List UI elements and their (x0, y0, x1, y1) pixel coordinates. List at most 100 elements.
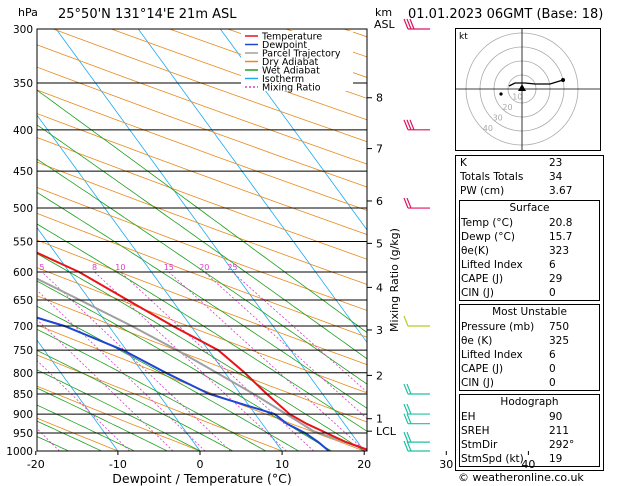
hodograph-title: Hodograph (500, 396, 559, 408)
x-tick-label: -20 (27, 458, 45, 471)
storm-motion-marker (518, 84, 526, 91)
mixing-ratio-line (37, 289, 206, 451)
mixing-ratio-line (41, 271, 231, 451)
dry-adiabat-line (37, 89, 367, 211)
mixing-ratio-line (37, 359, 130, 451)
dry-adiabat-line (37, 354, 283, 451)
wind-barb-feather (406, 413, 412, 424)
mu-cape-label: CAPE (J) (461, 363, 504, 375)
km-tick-label: 4 (376, 281, 383, 294)
eh-value: 90 (549, 411, 563, 423)
hodograph-ring-label: 40 (483, 124, 493, 133)
mu-li-label: Lifted Index (461, 349, 523, 361)
wet-adiabat-line (37, 328, 266, 451)
hodograph-ring-label: 30 (493, 114, 503, 123)
sfc-thetae-value: 323 (549, 245, 570, 257)
wind-barb-feather (406, 403, 412, 415)
mu-cin-label: CIN (J) (461, 377, 494, 389)
wind-barb (403, 413, 430, 425)
mu-li-value: 6 (549, 349, 556, 361)
isotherm-line (37, 339, 119, 451)
hodograph-ring-label: 10 (512, 93, 522, 102)
hodograph-point (499, 92, 503, 96)
dry-adiabat-line (37, 324, 365, 451)
wind-barb (403, 197, 430, 209)
legend-item-label: Isotherm (262, 74, 304, 85)
wet-adiabat-line (37, 387, 168, 451)
surface-title: Surface (509, 202, 550, 214)
tt-row: Totals Totals 34 (456, 170, 603, 184)
sfc-dewp-label: Dewp (°C) (461, 231, 515, 243)
wind-barb-feather (409, 18, 415, 30)
wet-adiabat-line (37, 404, 135, 451)
legend-item-label: Dewpoint (262, 40, 307, 51)
dry-adiabat-line (37, 66, 367, 188)
mu-pres-label: Pressure (mb) (461, 321, 535, 333)
wind-barb-feather (406, 431, 412, 443)
most-unstable-title: Most Unstable (492, 306, 567, 318)
x-axis-label: Dewpoint / Temperature (°C) (112, 471, 291, 486)
mu-thetae-label: θe (K) (461, 335, 493, 347)
wind-barb (403, 403, 430, 415)
km-tick-label: 5 (376, 237, 383, 250)
pressure-tick-label: 700 (13, 321, 33, 333)
sfc-cin-label: CIN (J) (461, 287, 494, 299)
km-tick-label: 2 (376, 369, 383, 382)
hodograph-kt-label: kt (459, 32, 468, 42)
pressure-tick-label: 350 (13, 78, 33, 90)
pressure-tick-label: 400 (13, 125, 33, 137)
pw-label: PW (cm) (460, 185, 505, 197)
wind-barb-feather (403, 197, 409, 209)
sreh-label: SREH (461, 425, 490, 437)
legend-background (241, 31, 353, 91)
wind-barb-feather (403, 403, 409, 415)
hodograph-end-dot (561, 78, 565, 82)
wind-barb (403, 18, 430, 30)
wind-barb-feather (406, 119, 412, 131)
x-tick-label: 0 (197, 458, 204, 471)
pressure-tick-label: 950 (13, 428, 33, 440)
mixing-ratio-line (232, 271, 367, 393)
pw-value: 3.67 (549, 185, 573, 197)
legend-item-label: Mixing Ratio (262, 83, 321, 94)
x-tick-label: -10 (109, 458, 127, 471)
wind-barb-feather (406, 197, 412, 209)
wet-adiabat-line (37, 436, 69, 451)
mixing-ratio-label: 5 (39, 263, 44, 272)
mixing-ratio-line (204, 271, 367, 420)
wet-adiabat-line (37, 191, 367, 409)
km-tick-label: 1 (376, 413, 383, 426)
wind-barb-feather (406, 440, 412, 452)
legend-item-label: Parcel Trajectory (262, 49, 341, 60)
wind-barb (403, 383, 430, 395)
sfc-thetae-label: θe(K) (461, 245, 489, 257)
dry-adiabat-line (37, 137, 367, 260)
wind-barb-feather (409, 119, 415, 131)
km-tick-label: LCL (376, 425, 397, 438)
tt-value: 34 (549, 171, 563, 183)
wind-barb-feather (403, 431, 409, 443)
wind-barb (403, 119, 430, 131)
mu-cin-value: 0 (549, 377, 556, 389)
legend-item-label: Dry Adiabat (262, 57, 319, 68)
surface-section: Surface Temp (°C) 20.8 Dewp (°C) 15.7 θe(K… (459, 200, 600, 301)
wind-barb-feather (406, 383, 412, 395)
legend-item-label: Temperature (261, 32, 322, 43)
wind-barb-feather (406, 18, 412, 30)
wind-barb-feather (403, 119, 409, 131)
km-tick-label: 8 (376, 92, 383, 105)
dry-adiabat-line (37, 113, 367, 235)
mixing-ratio-axis-label: Mixing Ratio (g/kg) (388, 228, 401, 332)
pressure-tick-label: 750 (13, 345, 33, 357)
km-unit-label: km (375, 6, 393, 19)
dry-adiabat-line (37, 385, 201, 451)
pressure-tick-label: 500 (13, 203, 33, 215)
pw-row: PW (cm) 3.67 (456, 184, 603, 198)
mixing-ratio-label: 25 (227, 263, 237, 272)
mu-pres-value: 750 (549, 321, 570, 333)
pressure-tick-label: 800 (13, 368, 33, 380)
hpa-unit-label: hPa (18, 6, 38, 19)
sfc-temp-label: Temp (°C) (461, 217, 514, 229)
